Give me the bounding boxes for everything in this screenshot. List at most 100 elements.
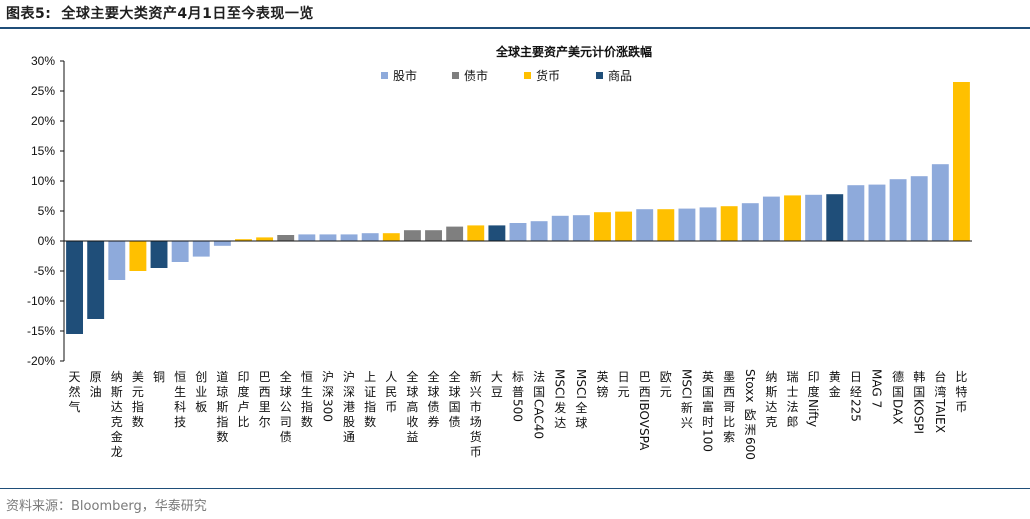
svg-text:卢: 卢	[237, 399, 249, 414]
svg-text:瑞: 瑞	[787, 370, 799, 384]
bar	[868, 184, 886, 241]
legend-swatch	[524, 72, 531, 79]
svg-text:高: 高	[406, 399, 418, 414]
svg-text:巴: 巴	[639, 370, 651, 384]
legend-swatch	[596, 72, 603, 79]
svg-text:沪: 沪	[322, 370, 334, 384]
y-tick-label: 20%	[31, 114, 55, 128]
bar	[382, 233, 400, 241]
bar	[636, 209, 654, 241]
svg-text:科: 科	[174, 400, 186, 414]
y-tick-label: 30%	[31, 54, 55, 68]
svg-text:国: 国	[892, 385, 904, 399]
svg-text:兴: 兴	[681, 416, 693, 430]
y-tick-label: 0%	[38, 234, 56, 248]
bars	[64, 82, 972, 334]
svg-text:球: 球	[575, 416, 587, 430]
svg-text:上: 上	[364, 370, 376, 384]
y-tick-label: -10%	[27, 294, 55, 308]
bar	[488, 225, 506, 241]
svg-text:MSCI: MSCI	[574, 369, 588, 399]
svg-text:股: 股	[343, 415, 355, 429]
bar	[319, 234, 337, 241]
svg-text:KOSPI: KOSPI	[912, 399, 926, 434]
svg-text:全: 全	[406, 369, 418, 384]
svg-text:指: 指	[132, 399, 144, 414]
svg-text:指: 指	[301, 399, 313, 414]
y-tick-label: -15%	[27, 324, 55, 338]
svg-text:沪: 沪	[343, 370, 355, 384]
svg-text:收: 收	[406, 415, 418, 429]
category-label: 欧元	[660, 370, 672, 399]
svg-text:全: 全	[575, 400, 587, 415]
svg-text:比: 比	[237, 415, 249, 429]
svg-text:兴: 兴	[470, 385, 482, 399]
svg-text:创: 创	[195, 370, 207, 384]
svg-text:油: 油	[90, 385, 102, 399]
svg-text:比: 比	[723, 415, 735, 429]
svg-text:债: 债	[428, 400, 440, 414]
svg-text:士: 士	[787, 385, 799, 399]
svg-text:恒: 恒	[174, 370, 186, 384]
legend-swatch	[381, 72, 388, 79]
svg-text:英: 英	[596, 370, 608, 384]
svg-text:美: 美	[132, 370, 144, 384]
source-note: 资料来源：Bloomberg，华泰研究	[6, 499, 207, 514]
bar	[171, 241, 189, 262]
svg-text:大: 大	[491, 370, 503, 384]
category-label: 比特币	[955, 370, 967, 414]
svg-text:普: 普	[512, 385, 524, 399]
legend-label: 商品	[608, 68, 632, 83]
svg-text:时: 时	[702, 415, 714, 429]
category-label: 创业板	[195, 370, 207, 414]
svg-text:达: 达	[111, 400, 123, 414]
svg-text:斯: 斯	[216, 400, 228, 414]
svg-text:达: 达	[765, 400, 777, 414]
legend-swatch	[452, 72, 459, 79]
legend-label: 债市	[464, 68, 488, 83]
bar	[952, 82, 970, 241]
svg-text:生: 生	[174, 385, 186, 399]
top-rule	[0, 27, 1030, 29]
svg-text:索: 索	[723, 430, 735, 444]
y-tick-label: -20%	[27, 354, 55, 368]
legend: 股市 债市 货币 商品	[381, 68, 632, 83]
svg-text:数: 数	[364, 414, 376, 429]
svg-text:TAIEX: TAIEX	[933, 398, 947, 433]
bar	[108, 241, 126, 280]
svg-text:镑: 镑	[596, 384, 608, 399]
svg-text:币: 币	[955, 400, 967, 414]
svg-text:德: 德	[892, 369, 904, 384]
bar	[805, 194, 823, 241]
svg-text:场: 场	[470, 415, 482, 429]
svg-text:标: 标	[512, 370, 524, 384]
bar	[235, 239, 252, 241]
svg-text:琼: 琼	[216, 384, 228, 399]
bar	[213, 241, 231, 246]
bar	[192, 241, 210, 257]
svg-text:湾: 湾	[934, 384, 946, 399]
svg-text:法: 法	[533, 370, 545, 384]
svg-text:CAC40: CAC40	[532, 399, 546, 439]
svg-text:港: 港	[343, 400, 355, 414]
svg-text:市: 市	[470, 399, 482, 414]
svg-text:西: 西	[723, 385, 735, 399]
svg-text:币: 币	[470, 445, 482, 459]
category-label: 天然气	[69, 370, 81, 414]
bar	[594, 212, 611, 241]
svg-text:球: 球	[406, 385, 418, 399]
svg-text:数: 数	[216, 429, 228, 444]
svg-text:国: 国	[913, 385, 925, 399]
svg-text:MSCI: MSCI	[553, 369, 567, 399]
svg-text:法: 法	[787, 400, 799, 414]
